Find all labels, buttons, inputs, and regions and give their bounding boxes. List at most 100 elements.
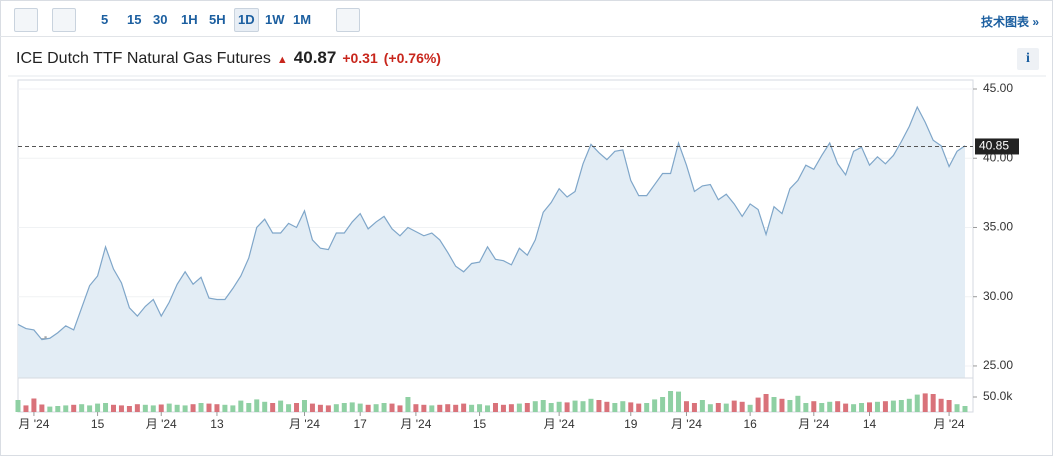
volume-bar (190, 404, 196, 412)
volume-bar (389, 403, 395, 412)
instrument-name: ICE Dutch TTF Natural Gas Futures (16, 50, 271, 67)
x-tick-label: 月 '24 (289, 417, 320, 431)
volume-bar (71, 404, 77, 412)
interval-button[interactable]: 5 (101, 12, 109, 27)
interval-button[interactable]: 1M (293, 12, 312, 27)
last-value-box (975, 138, 1019, 155)
x-tick-label: 16 (743, 417, 757, 431)
volume-bar (556, 401, 562, 412)
area-icon[interactable] (52, 8, 76, 32)
volume-bar (906, 398, 912, 412)
volume-bar (524, 403, 530, 412)
x-tick-label: 19 (624, 417, 638, 431)
volume-bar (230, 405, 236, 412)
x-tick-label: 月 '24 (400, 417, 431, 431)
volume-bar (270, 403, 276, 412)
volume-bar (309, 403, 315, 412)
volume-bar (286, 404, 292, 412)
volume-bar (508, 404, 514, 412)
volume-bar (461, 403, 467, 412)
x-tick-label: 13 (210, 417, 224, 431)
last-value-label: 40.85 (979, 139, 1009, 153)
y-tick-label: 30.00 (983, 289, 1013, 303)
volume-bar (15, 400, 21, 412)
volume-bar (771, 397, 777, 412)
volume-bar (87, 405, 93, 412)
volume-bar (596, 400, 602, 412)
volume-bar (779, 398, 785, 412)
volume-bar (341, 403, 347, 412)
volume-bar (47, 406, 53, 412)
volume-bar (755, 397, 761, 412)
volume-bar (238, 400, 244, 412)
info-button[interactable]: i (1017, 48, 1039, 70)
interval-button[interactable]: 15 (127, 12, 142, 27)
volume-bar (652, 399, 658, 412)
volume-bar (691, 403, 697, 412)
volume-bar (874, 401, 880, 412)
volume-bar (55, 406, 61, 412)
volume-bar (946, 400, 952, 412)
volume-bar (819, 403, 825, 412)
interval-button[interactable]: 30 (153, 12, 168, 27)
volume-bar (174, 404, 180, 412)
volume-bar (485, 405, 491, 412)
volume-bar (612, 403, 618, 412)
interval-button[interactable]: 1D (234, 8, 259, 32)
volume-bar (882, 401, 888, 412)
volume-bar (588, 398, 594, 412)
volume-bar (636, 403, 642, 412)
volume-bar (158, 404, 164, 412)
volume-bar (803, 403, 809, 412)
y-tick-label: 35.00 (983, 220, 1013, 234)
volume-bar (349, 402, 355, 412)
x-tick-label: 15 (473, 417, 487, 431)
volume-bar (747, 404, 753, 412)
interval-button[interactable]: 5H (209, 12, 226, 27)
volume-bar (166, 403, 172, 412)
volume-bar (763, 394, 769, 412)
interval-button[interactable]: 1W (265, 12, 285, 27)
volume-bar (962, 406, 968, 412)
volume-bar (564, 402, 570, 412)
volume-bar (500, 404, 506, 412)
volume-bar (150, 405, 156, 412)
volume-bar (246, 403, 252, 412)
volume-bar (604, 401, 610, 412)
price-area (18, 107, 965, 379)
volume-bar (835, 401, 841, 412)
y-tick-label: 45.00 (983, 81, 1013, 95)
volume-bar (278, 400, 284, 412)
volume-bar (723, 403, 729, 412)
candle-icon[interactable] (14, 8, 38, 32)
volume-bar (668, 391, 674, 412)
volume-bar (294, 403, 300, 412)
volume-bar (731, 400, 737, 412)
volume-bar (142, 404, 148, 412)
volume-bar (580, 401, 586, 412)
x-tick-label: 14 (863, 417, 877, 431)
volume-bar (540, 400, 546, 412)
volume-bar (413, 404, 419, 412)
volume-bar (365, 404, 371, 412)
x-tick-label: 17 (354, 417, 368, 431)
interval-button[interactable]: 1H (181, 12, 198, 27)
volume-bar (110, 404, 116, 412)
volume-bar (851, 404, 857, 412)
x-tick-label: 15 (91, 417, 105, 431)
volume-bar (126, 406, 132, 412)
price: 40.87 (293, 48, 337, 67)
volume-bar (31, 398, 37, 412)
volume-bar (477, 404, 483, 412)
volume-bar (301, 400, 307, 412)
table-icon[interactable] (336, 8, 360, 32)
header: ICE Dutch TTF Natural Gas Futures ▲ 40.87 +… (16, 48, 447, 68)
volume-bar (429, 405, 435, 412)
volume-bar (357, 403, 363, 412)
technical-chart-link[interactable]: 技术图表 » (980, 15, 1039, 29)
volume-bar (39, 404, 45, 412)
volume-bar (867, 402, 873, 412)
volume-bar (938, 398, 944, 412)
volume-bar (79, 404, 85, 412)
